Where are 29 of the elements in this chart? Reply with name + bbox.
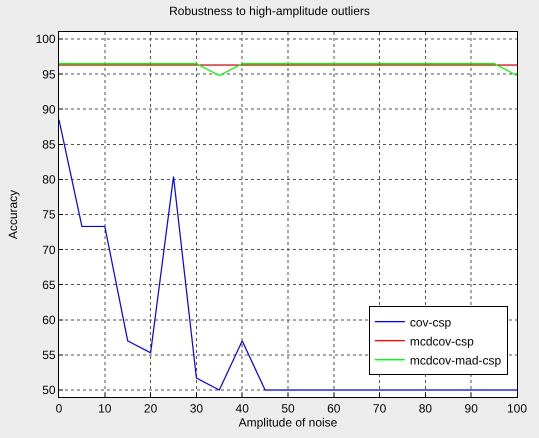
legend-label: mcdcov-mad-csp [410, 353, 502, 368]
y-tick-label: 65 [42, 278, 56, 292]
x-tick-label: 10 [98, 401, 112, 416]
y-axis-title: Accuracy [6, 190, 20, 240]
x-tick-label: 60 [327, 401, 341, 416]
y-tick-label: 95 [42, 67, 56, 82]
x-tick-label: 40 [236, 401, 250, 416]
y-tick-label: 50 [42, 383, 56, 398]
legend-label: mcdcov-csp [410, 334, 474, 348]
x-tick-label: 80 [418, 401, 432, 416]
y-tick-label: 80 [42, 172, 56, 187]
x-tick-label: 20 [144, 401, 158, 416]
y-tick-label: 90 [42, 102, 56, 116]
x-tick-label: 0 [56, 401, 63, 416]
x-tick-label: 50 [281, 401, 295, 416]
line-series [59, 119, 517, 391]
chart-title: Robustness to high-amplitude outliers [169, 4, 370, 18]
y-tick-label: 60 [42, 312, 56, 327]
x-tick-label: 100 [506, 401, 528, 416]
x-axis-title: Amplitude of noise [238, 415, 338, 430]
y-tick-label: 75 [42, 208, 56, 222]
x-tick-label: 30 [190, 401, 204, 416]
x-tick-label: 90 [464, 401, 478, 416]
y-tick-label: 85 [42, 138, 56, 152]
y-tick-label: 100 [36, 32, 56, 46]
y-tick-label: 70 [42, 242, 56, 257]
legend-label: cov-csp [410, 315, 452, 330]
x-tick-label: 70 [372, 401, 387, 416]
y-tick-label: 55 [42, 348, 56, 362]
